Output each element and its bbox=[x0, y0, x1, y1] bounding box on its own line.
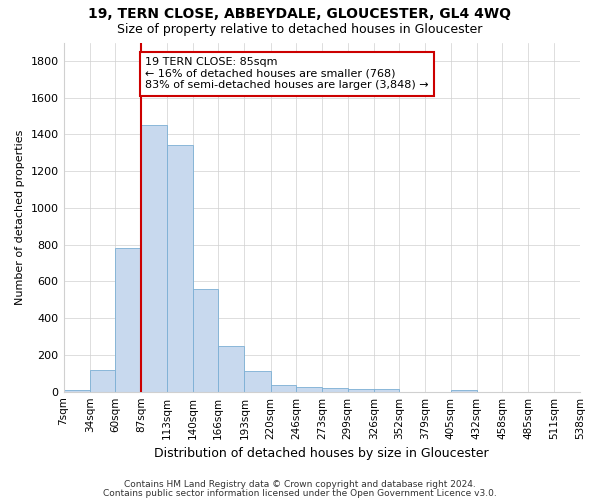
Text: Contains HM Land Registry data © Crown copyright and database right 2024.: Contains HM Land Registry data © Crown c… bbox=[124, 480, 476, 489]
Bar bbox=[167, 146, 193, 392]
Bar bbox=[64, 390, 90, 392]
Bar bbox=[296, 387, 322, 392]
Text: 19, TERN CLOSE, ABBEYDALE, GLOUCESTER, GL4 4WQ: 19, TERN CLOSE, ABBEYDALE, GLOUCESTER, G… bbox=[89, 8, 511, 22]
Bar bbox=[271, 385, 296, 392]
Bar bbox=[115, 248, 142, 392]
Y-axis label: Number of detached properties: Number of detached properties bbox=[15, 130, 25, 305]
Bar bbox=[451, 390, 477, 392]
Bar bbox=[347, 390, 374, 392]
Bar bbox=[218, 346, 244, 392]
Text: 19 TERN CLOSE: 85sqm
← 16% of detached houses are smaller (768)
83% of semi-deta: 19 TERN CLOSE: 85sqm ← 16% of detached h… bbox=[145, 57, 429, 90]
Bar bbox=[374, 389, 399, 392]
Bar bbox=[90, 370, 115, 392]
X-axis label: Distribution of detached houses by size in Gloucester: Distribution of detached houses by size … bbox=[154, 447, 489, 460]
Text: Contains public sector information licensed under the Open Government Licence v3: Contains public sector information licen… bbox=[103, 489, 497, 498]
Bar bbox=[322, 388, 347, 392]
Text: Size of property relative to detached houses in Gloucester: Size of property relative to detached ho… bbox=[118, 22, 482, 36]
Bar bbox=[244, 372, 271, 392]
Bar bbox=[193, 289, 218, 392]
Bar bbox=[142, 125, 167, 392]
